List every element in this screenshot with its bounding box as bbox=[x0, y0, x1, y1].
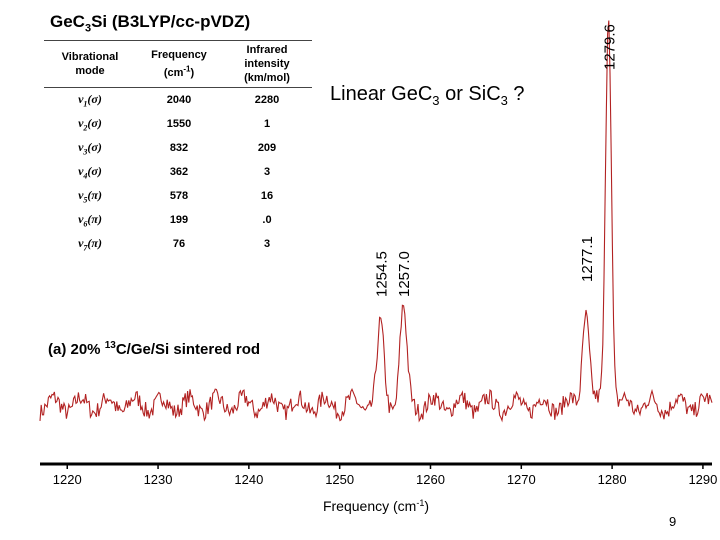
page-number: 9 bbox=[669, 514, 677, 529]
table-row: ν6(π) 199 .0 bbox=[44, 208, 312, 232]
x-tick-label: 1220 bbox=[53, 472, 82, 487]
x-tick-label: 1230 bbox=[144, 472, 173, 487]
x-tick-label: 1260 bbox=[416, 472, 445, 487]
frequency-cell: 199 bbox=[169, 214, 189, 226]
sample-label: (a) 20% 13C/Ge/Si sintered rod bbox=[48, 340, 261, 358]
slide-title: GeC3Si (B3LYP/cc-pVDZ) bbox=[50, 12, 251, 35]
intensity-cell: 16 bbox=[260, 190, 274, 202]
col-header-mode: Vibrational mode bbox=[61, 51, 119, 77]
frequency-cell: 2040 bbox=[166, 94, 192, 106]
x-tick-label: 1290 bbox=[688, 472, 717, 487]
peak-label: 1279.6 bbox=[601, 24, 618, 70]
mode-cell: ν4(σ) bbox=[78, 163, 102, 181]
col-header-frequency: Frequency (cm-1) bbox=[151, 49, 207, 79]
frequency-table: Vibrational mode Frequency (cm-1) Infrared… bbox=[44, 40, 312, 256]
x-tick-label: 1250 bbox=[325, 472, 354, 487]
intensity-cell: .0 bbox=[262, 214, 272, 226]
mode-cell: ν5(π) bbox=[78, 187, 102, 205]
x-tick-label: 1270 bbox=[507, 472, 536, 487]
frequency-cell: 578 bbox=[169, 190, 189, 202]
intensity-cell: 1 bbox=[263, 118, 271, 130]
peak-label: 1257.0 bbox=[396, 251, 413, 297]
intensity-cell: 3 bbox=[263, 238, 271, 250]
frequency-cell: 76 bbox=[172, 238, 186, 250]
x-axis-title: Frequency (cm-1) bbox=[323, 498, 429, 514]
intensity-cell: 209 bbox=[257, 142, 277, 154]
frequency-cell: 832 bbox=[169, 142, 189, 154]
species-question: Linear GeC3 or SiC3 ? bbox=[330, 83, 525, 108]
spectrum-line bbox=[39, 20, 713, 423]
x-tick-label: 1240 bbox=[234, 472, 263, 487]
vibrational-table: Vibrational mode Frequency (cm-1) Infrared… bbox=[44, 40, 312, 256]
frequency-cell: 1550 bbox=[166, 118, 192, 130]
table-row: ν5(π) 578 16 bbox=[44, 184, 312, 208]
mode-cell: ν1(σ) bbox=[78, 91, 102, 109]
table-row: ν1(σ) 2040 2280 bbox=[44, 88, 312, 113]
mode-cell: ν6(π) bbox=[78, 211, 102, 229]
table-row: ν2(σ) 1550 1 bbox=[44, 112, 312, 136]
frequency-unit: (cm-1) bbox=[163, 64, 195, 79]
mode-cell: ν3(σ) bbox=[78, 139, 102, 157]
mode-cell: ν2(σ) bbox=[78, 115, 102, 133]
table-row: ν7(π) 76 3 bbox=[44, 232, 312, 256]
peak-label: 1277.1 bbox=[579, 236, 596, 282]
col-header-intensity: Infrared intensity (km/mol) bbox=[244, 44, 290, 84]
intensity-cell: 2280 bbox=[254, 94, 280, 106]
table-row: ν4(σ) 362 3 bbox=[44, 160, 312, 184]
peak-label: 1254.5 bbox=[374, 251, 391, 297]
frequency-cell: 362 bbox=[169, 166, 189, 178]
table-row: ν3(σ) 832 209 bbox=[44, 136, 312, 160]
x-tick-label: 1280 bbox=[598, 472, 627, 487]
table-header-row: Vibrational mode Frequency (cm-1) Infrared… bbox=[44, 40, 312, 88]
intensity-cell: 3 bbox=[263, 166, 271, 178]
mode-cell: ν7(π) bbox=[78, 235, 102, 253]
